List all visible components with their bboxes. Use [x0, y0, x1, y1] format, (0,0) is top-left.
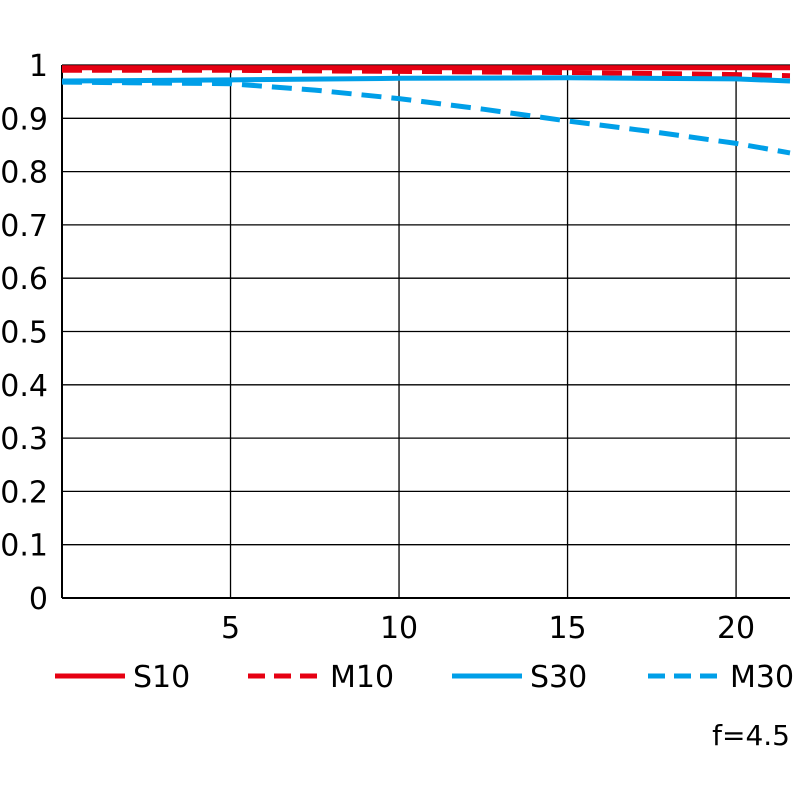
grid	[62, 64, 790, 599]
y-tick-label: 0.5	[0, 316, 48, 351]
legend-label-s10: S10	[133, 660, 190, 695]
series-lines	[61, 65, 791, 156]
y-tick-label: 0.4	[0, 369, 48, 404]
y-tick-label: 0	[29, 582, 48, 617]
tick-labels: 00.10.20.30.40.50.60.70.80.915 10 15 20	[0, 49, 755, 646]
legend: S10 M10 S30 M30	[55, 660, 794, 695]
x-tick-label: 15	[548, 611, 586, 646]
y-tick-label: 1	[29, 49, 48, 84]
axes	[61, 65, 790, 599]
y-tick-label: 0.8	[0, 156, 48, 191]
x-tick-label: 20	[717, 611, 755, 646]
aperture-annotation: f=4.5	[712, 719, 790, 752]
y-tick-label: 0.2	[0, 475, 48, 510]
series-line-s30	[61, 75, 791, 84]
legend-label-m30: M30	[730, 660, 794, 695]
y-tick-label: 0.9	[0, 102, 48, 137]
series-line-m30	[61, 79, 791, 156]
series-line-m10	[62, 67, 791, 79]
legend-label-s30: S30	[530, 660, 587, 695]
x-tick-label: 5	[221, 611, 240, 646]
legend-label-m10: M10	[330, 660, 394, 695]
y-tick-label: 0.1	[0, 529, 48, 564]
x-tick-label: 10	[380, 611, 418, 646]
y-tick-label: 0.6	[0, 262, 48, 297]
y-tick-label: 0.7	[0, 209, 48, 244]
y-tick-label: 0.3	[0, 422, 48, 457]
